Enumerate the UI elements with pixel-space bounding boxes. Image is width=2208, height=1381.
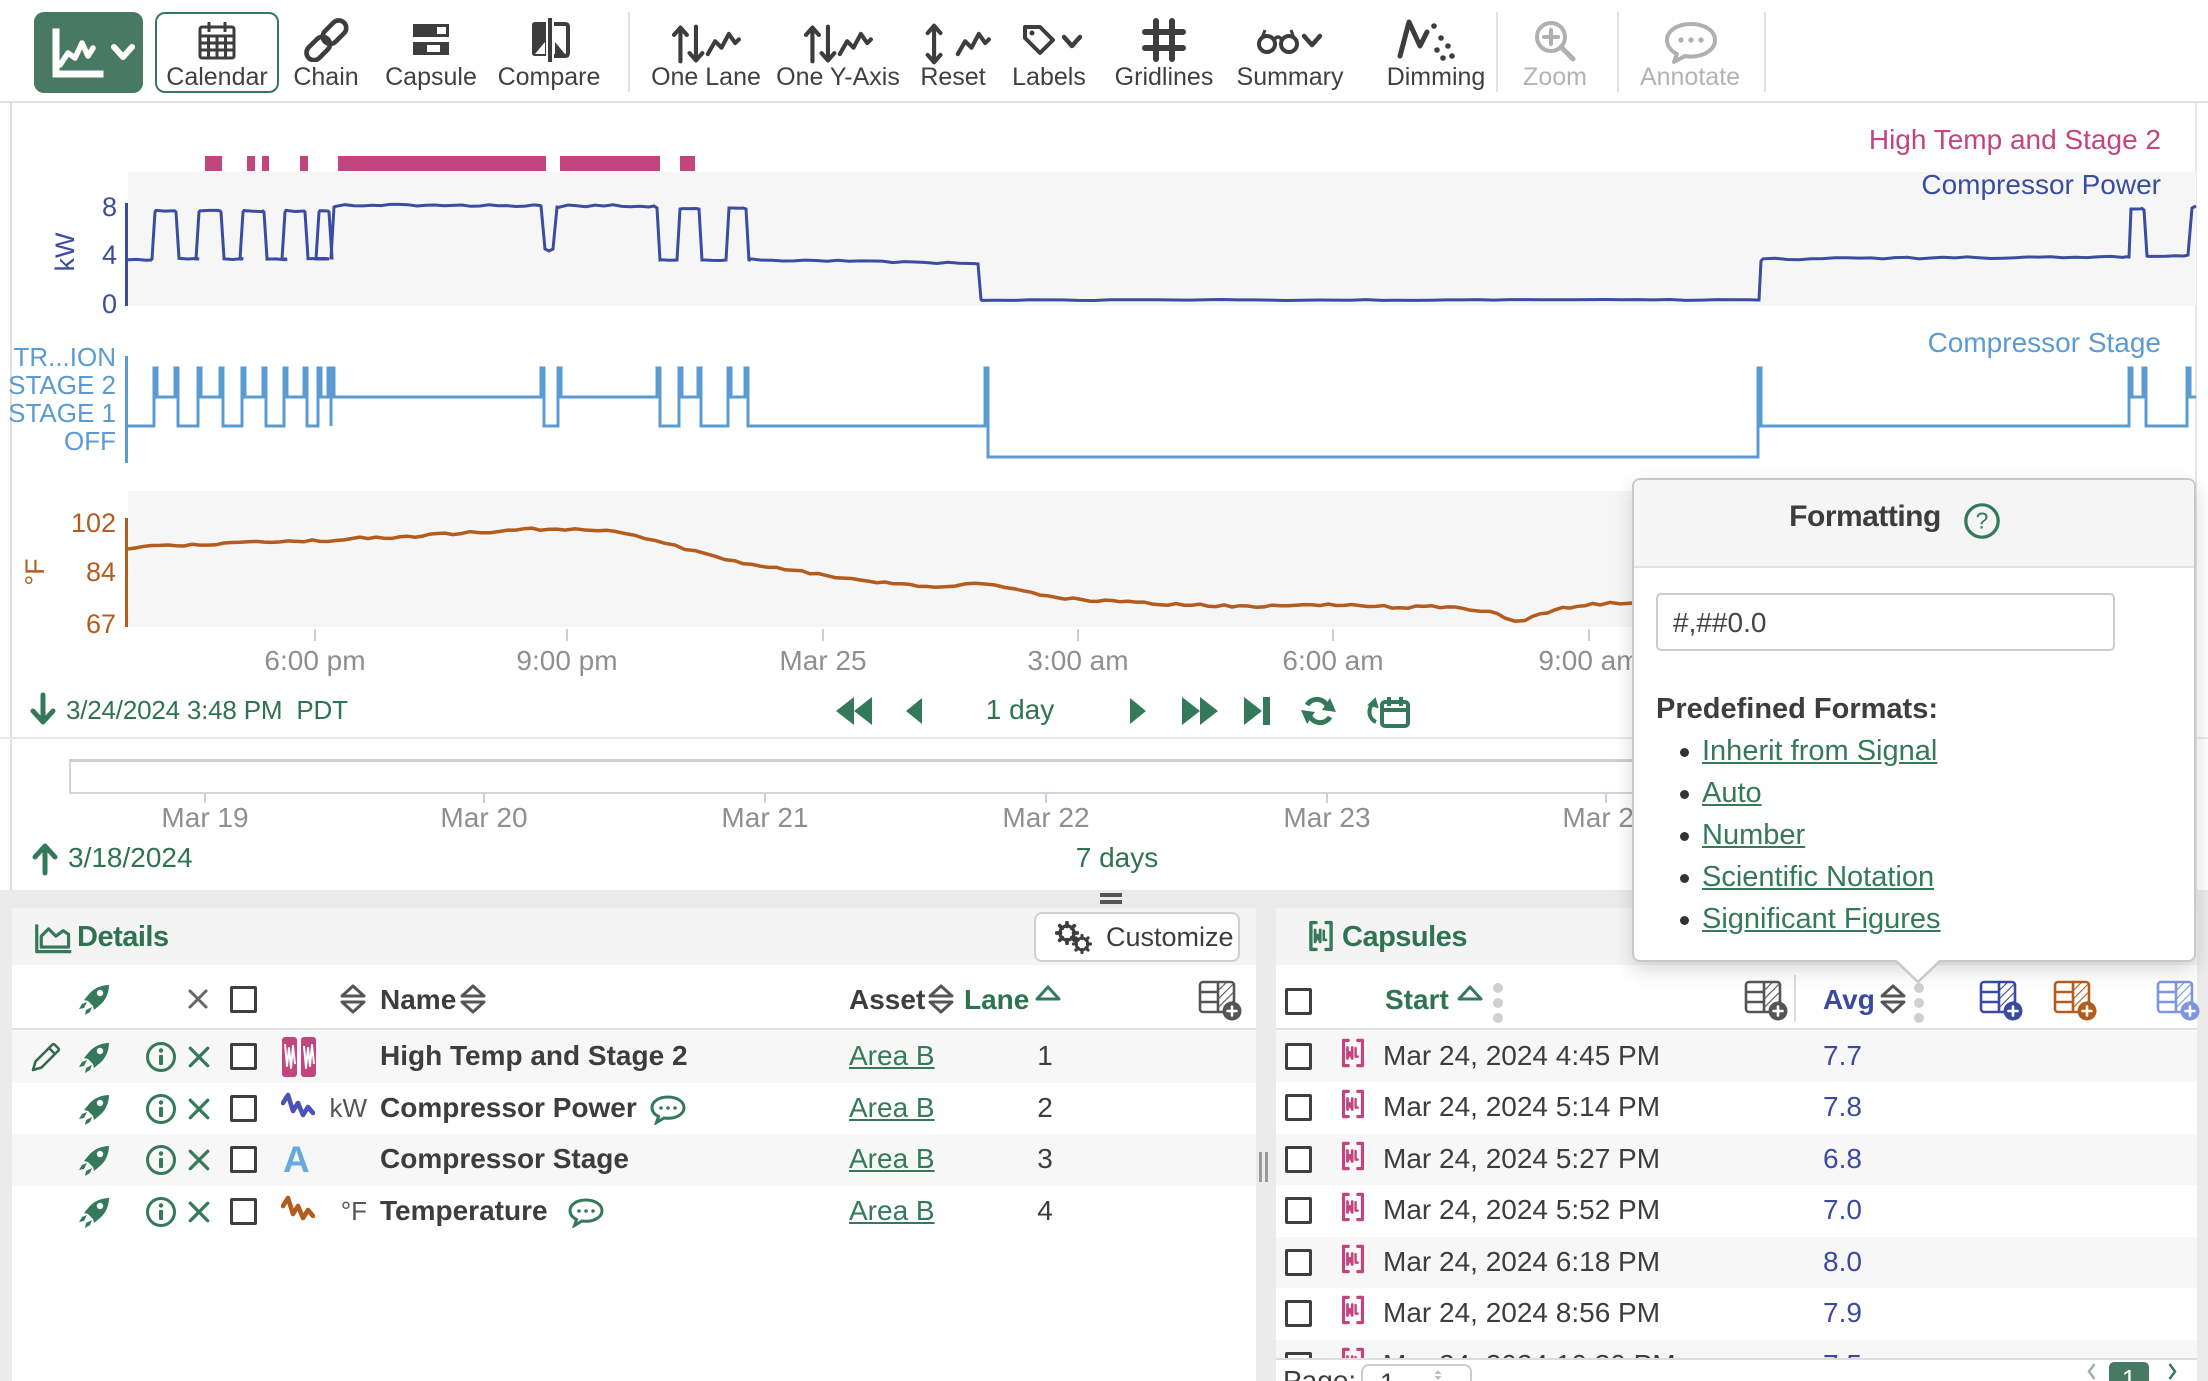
- svg-text:STAGE 1: STAGE 1: [8, 398, 116, 428]
- svg-text:OFF: OFF: [64, 426, 116, 456]
- svg-text:6:00 am: 6:00 am: [1282, 645, 1383, 676]
- svg-text:Mar 20: Mar 20: [440, 802, 527, 833]
- svg-text:67: 67: [86, 609, 116, 639]
- svg-text:Mar 22: Mar 22: [1002, 802, 1089, 833]
- svg-text:0: 0: [102, 289, 117, 319]
- svg-text:High Temp and Stage 2: High Temp and Stage 2: [1869, 124, 2161, 155]
- svg-text:TR...ION: TR...ION: [13, 342, 116, 372]
- svg-text:Compressor Power: Compressor Power: [1921, 169, 2161, 200]
- svg-text:kW: kW: [50, 232, 80, 272]
- svg-text:Mar 19: Mar 19: [161, 802, 248, 833]
- svg-text:3:00 am: 3:00 am: [1027, 645, 1128, 676]
- svg-text:°F: °F: [20, 558, 50, 585]
- svg-text:102: 102: [71, 508, 116, 538]
- svg-text:Mar 25: Mar 25: [779, 645, 866, 676]
- svg-text:Compressor Stage: Compressor Stage: [1928, 327, 2161, 358]
- svg-text:9:00 pm: 9:00 pm: [516, 645, 617, 676]
- svg-text:Mar 23: Mar 23: [1283, 802, 1370, 833]
- svg-text:84: 84: [86, 557, 116, 587]
- svg-text:Mar 21: Mar 21: [721, 802, 808, 833]
- svg-text:?: ?: [1976, 508, 1989, 534]
- svg-text:6:00 pm: 6:00 pm: [264, 645, 365, 676]
- svg-text:STAGE 2: STAGE 2: [8, 370, 116, 400]
- svg-text:8: 8: [102, 192, 117, 222]
- svg-text:4: 4: [102, 240, 117, 270]
- svg-text:9:00 am: 9:00 am: [1538, 645, 1639, 676]
